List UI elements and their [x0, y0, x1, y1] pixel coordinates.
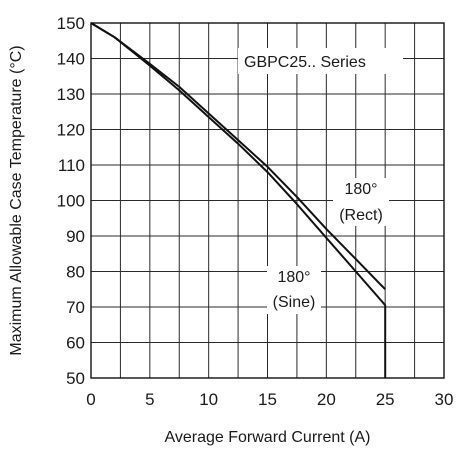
plot-lines: [90, 22, 387, 378]
y-tick-label: 130: [57, 85, 85, 104]
series-label-background: [238, 48, 403, 74]
sine-label-background: [267, 266, 321, 314]
y-tick-label: 70: [66, 298, 85, 317]
y-tick-label: 80: [66, 263, 85, 282]
y-axis-title: Maximum Allowable Case Temperature (°C): [8, 45, 25, 355]
rect-curve-label-line1: 180°: [344, 181, 377, 198]
x-tick-label: 10: [199, 390, 218, 409]
y-tick-label: 120: [57, 121, 85, 140]
y-tick-label: 150: [57, 14, 85, 33]
sine-curve-label-line2: (Sine): [273, 294, 316, 311]
x-tick-label: 30: [435, 390, 454, 409]
x-axis-title: Average Forward Current (A): [165, 429, 371, 446]
y-tick-label: 50: [66, 369, 85, 388]
grid: [91, 23, 444, 378]
series-line-sine: [90, 22, 387, 378]
x-tick-label: 0: [86, 390, 95, 409]
y-tick-label: 140: [57, 50, 85, 69]
y-tick-label: 60: [66, 334, 85, 353]
x-tick-label: 25: [376, 390, 395, 409]
x-axis-ticks: 0 5 10 15 20 25 30: [86, 390, 453, 409]
plot-frame: [90, 22, 445, 379]
y-tick-label: 110: [58, 156, 85, 175]
y-tick-label: 100: [57, 192, 85, 211]
sine-curve-label-line1: 180°: [277, 269, 310, 286]
rect-label-background: [333, 178, 389, 226]
x-tick-label: 20: [317, 390, 336, 409]
rect-curve-label-line2: (Rect): [339, 207, 383, 224]
y-tick-label: 90: [66, 227, 85, 246]
x-tick-label: 5: [145, 390, 154, 409]
series-label: GBPC25.. Series: [244, 54, 366, 71]
x-tick-label: 15: [258, 390, 277, 409]
y-axis-ticks: 50 60 70 80 90 100 110 120 130 140 150: [57, 14, 85, 388]
